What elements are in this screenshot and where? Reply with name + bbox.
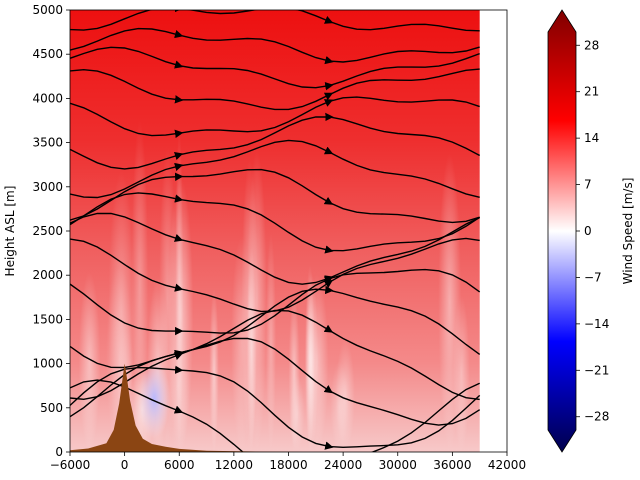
x-tick-label: 0 bbox=[121, 458, 129, 472]
y-tick-label: 3000 bbox=[32, 180, 63, 194]
colorbar-tick-label: −28 bbox=[584, 410, 609, 424]
streamline bbox=[70, 366, 481, 449]
y-tick-label: 1500 bbox=[32, 312, 63, 326]
y-tick-label: 2000 bbox=[32, 268, 63, 282]
wind-streak bbox=[265, 232, 277, 452]
streamline bbox=[70, 96, 480, 137]
streamline bbox=[70, 192, 481, 252]
colorbar-tick-label: 21 bbox=[584, 85, 599, 99]
y-axis: 0 500 1000 1500 2000 2500 3000 3500 4000 4500 5000 bbox=[32, 3, 70, 459]
y-tick-label: 3500 bbox=[32, 136, 63, 150]
y-tick-label: 4000 bbox=[32, 91, 63, 105]
colorbar-tick-label: −14 bbox=[584, 317, 609, 331]
colorbar-tick-label: −7 bbox=[584, 270, 602, 284]
streamline bbox=[70, 288, 481, 369]
wind-streak bbox=[438, 153, 462, 452]
colorbar-body bbox=[547, 9, 577, 453]
streamline bbox=[70, 379, 480, 452]
negative-wind-region bbox=[138, 359, 171, 439]
wind-streak bbox=[289, 374, 305, 452]
streamline bbox=[70, 337, 481, 426]
wind-streak bbox=[247, 149, 267, 452]
colorbar-tick-label: −21 bbox=[584, 363, 609, 377]
streamline bbox=[70, 212, 481, 285]
streamline bbox=[70, 168, 480, 224]
y-tick-label: 5000 bbox=[32, 3, 63, 17]
streamlines bbox=[70, 10, 481, 452]
y-tick-label: 0 bbox=[55, 445, 63, 459]
y-tick-label: 2500 bbox=[32, 224, 63, 238]
x-tick-label: 18000 bbox=[269, 458, 307, 472]
colorbar-label: Wind Speed [m/s] bbox=[621, 178, 635, 285]
streamline bbox=[70, 309, 480, 401]
streamline bbox=[70, 10, 480, 32]
wind-streak bbox=[209, 288, 219, 452]
terrain bbox=[70, 363, 307, 452]
x-tick-label: 42000 bbox=[488, 458, 526, 472]
x-tick-label: 24000 bbox=[324, 458, 362, 472]
x-tick-label: 6000 bbox=[164, 458, 195, 472]
wind-streak bbox=[305, 264, 315, 452]
plot-area bbox=[70, 10, 481, 452]
x-tick-label: 12000 bbox=[215, 458, 253, 472]
streamline bbox=[70, 116, 481, 170]
x-tick-label: −6000 bbox=[50, 458, 91, 472]
y-tick-label: 500 bbox=[40, 401, 63, 415]
colorbar-ticks: −28 −21 −14 −7 0 7 14 21 28 bbox=[576, 38, 609, 424]
colorbar: −28 −21 −14 −7 0 7 14 21 28 bbox=[547, 9, 609, 453]
x-axis: −6000 0 6000 12000 18000 24000 30000 36000 42000 bbox=[50, 452, 526, 472]
y-tick-label: 1000 bbox=[32, 357, 63, 371]
streamline bbox=[70, 68, 480, 111]
x-tick-label: 30000 bbox=[379, 458, 417, 472]
streamline bbox=[70, 268, 481, 334]
colorbar-tick-label: 7 bbox=[584, 178, 592, 192]
streamline bbox=[70, 46, 480, 89]
y-tick-label: 4500 bbox=[32, 47, 63, 61]
streamline-arrow bbox=[174, 10, 184, 13]
y-axis-label: Height ASL [m] bbox=[3, 186, 17, 277]
streamline bbox=[70, 27, 480, 63]
colorbar-tick-label: 28 bbox=[584, 38, 599, 52]
colorbar-tick-label: 0 bbox=[584, 224, 592, 238]
colorbar-tick-label: 14 bbox=[584, 131, 599, 145]
x-tick-label: 36000 bbox=[433, 458, 471, 472]
streamline bbox=[70, 139, 480, 199]
wind-streak bbox=[335, 339, 355, 452]
